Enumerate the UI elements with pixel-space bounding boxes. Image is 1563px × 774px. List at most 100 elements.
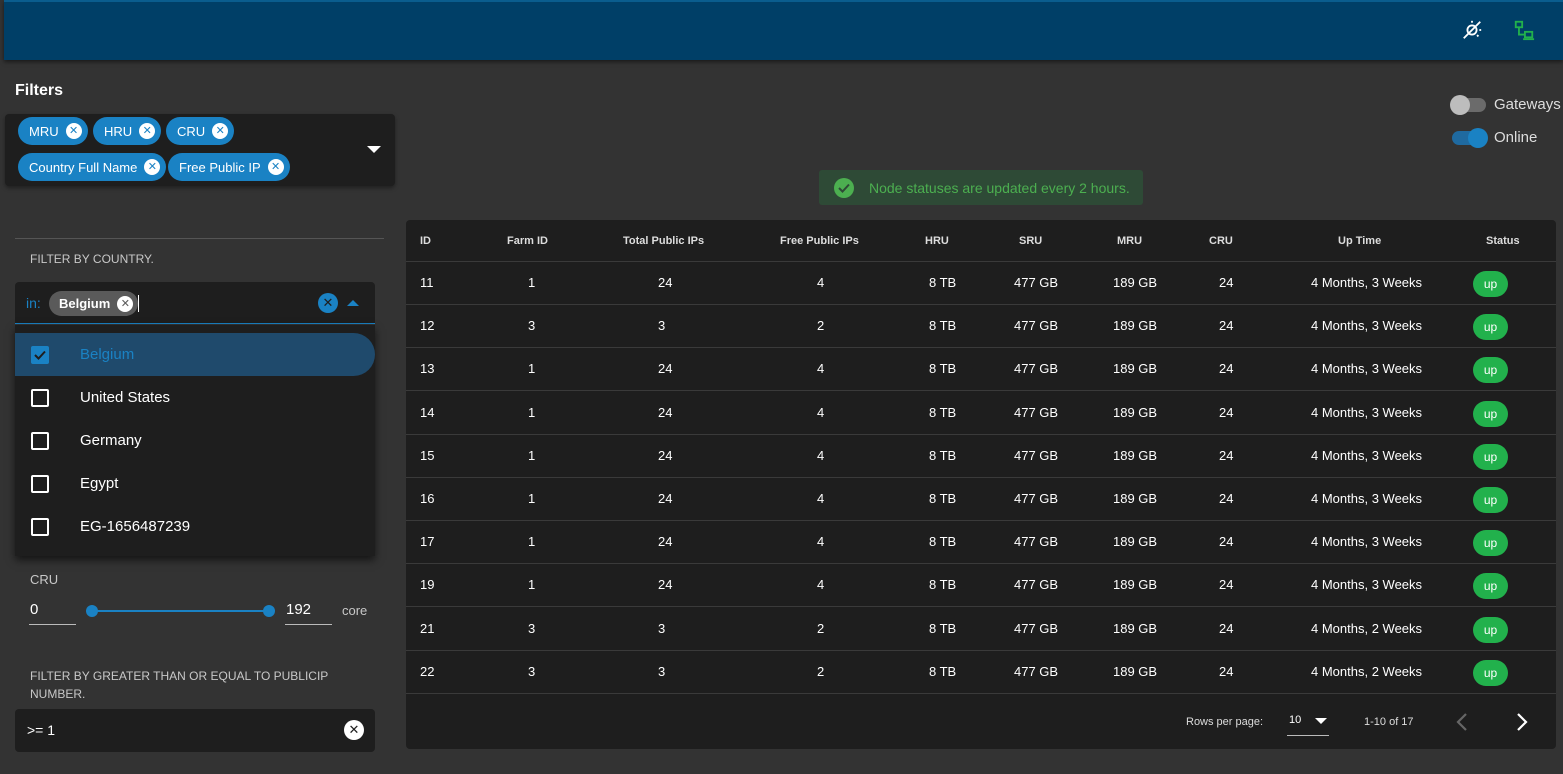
chip-close-icon[interactable]: ✕ [139, 123, 156, 139]
chip-close-icon[interactable]: ✕ [212, 123, 229, 139]
col-header-farm-id[interactable]: Farm ID [507, 235, 548, 247]
filter-chip-cru[interactable]: CRU ✕ [166, 117, 235, 145]
theme-toggle-icon[interactable] [1460, 18, 1484, 42]
network-icon[interactable] [1512, 18, 1536, 42]
chip-close-icon[interactable]: ✕ [144, 159, 161, 175]
cell-total-public-ips: 24 [658, 447, 673, 463]
table-row[interactable]: 11 1 24 4 8 TB 477 GB 189 GB 24 4 Months, 3 Week… [406, 262, 1556, 305]
col-header-free-public-ips[interactable]: Free Public IPs [780, 235, 859, 247]
table-row[interactable]: 16 1 24 4 8 TB 477 GB 189 GB 24 4 Months, 3 Week… [406, 478, 1556, 521]
country-select[interactable]: in: Belgium ✕ ✕ [15, 282, 375, 324]
chip-label: CRU [177, 123, 206, 139]
chevron-up-icon[interactable] [347, 300, 359, 306]
cell-free-public-ips: 4 [817, 447, 825, 463]
country-dropdown: Belgium United States Germany Egypt EG-1… [15, 325, 375, 556]
checkbox-icon[interactable] [31, 517, 49, 536]
online-toggle[interactable]: Online [1452, 127, 1537, 148]
col-header-mru[interactable]: MRU [1117, 235, 1143, 247]
cru-slider-max-handle[interactable] [263, 605, 275, 617]
col-header-id[interactable]: ID [420, 235, 431, 247]
col-header-total-public-ips[interactable]: Total Public IPs [623, 235, 705, 247]
option-label: Germany [80, 432, 142, 449]
filter-chip-country[interactable]: Country Full Name ✕ [18, 153, 167, 181]
filter-chip-free-public-ip[interactable]: Free Public IP ✕ [168, 153, 290, 181]
cell-id: 15 [420, 447, 435, 463]
cell-mru: 189 GB [1113, 663, 1158, 679]
cell-sru: 477 GB [1014, 491, 1059, 506]
col-header-sru[interactable]: SRU [1019, 235, 1043, 247]
col-header-status[interactable]: Status [1486, 235, 1520, 247]
checkbox-icon[interactable] [31, 388, 49, 407]
table-row[interactable]: 19 1 24 4 8 TB 477 GB 189 GB 24 4 Months, 3 Week… [406, 564, 1556, 608]
table-row[interactable]: 13 1 24 4 8 TB 477 GB 189 GB 24 4 Months, 3 Week… [406, 348, 1556, 392]
filter-chip-hru[interactable]: HRU ✕ [93, 117, 162, 145]
publicip-input[interactable]: >= 1 ✕ [15, 709, 375, 752]
cell-cru: 24 [1219, 318, 1234, 334]
chip-label: Free Public IP [179, 159, 261, 175]
cell-hru: 8 TB [929, 404, 957, 420]
filter-chip-mru[interactable]: MRU ✕ [18, 117, 88, 145]
col-header-cru[interactable]: CRU [1209, 235, 1233, 247]
table-row[interactable]: 14 1 24 4 8 TB 477 GB 189 GB 24 4 Months, 3 Week… [406, 392, 1556, 435]
cell-sru: 477 GB [1014, 620, 1059, 636]
country-option-egypt[interactable]: Egypt [15, 462, 375, 505]
cell-sru: 477 GB [1014, 447, 1059, 463]
country-chip-belgium[interactable]: Belgium ✕ [49, 291, 139, 316]
chevron-down-icon[interactable] [1315, 718, 1327, 724]
chip-close-icon[interactable]: ✕ [267, 159, 284, 175]
cru-slider-track[interactable] [91, 610, 269, 612]
cell-hru: 8 TB [929, 620, 957, 636]
table-row[interactable]: 15 1 24 4 8 TB 477 GB 189 GB 24 4 Months, 3 Week… [406, 435, 1556, 478]
prev-page-icon[interactable] [1450, 710, 1474, 734]
filter-selector[interactable]: MRU ✕ HRU ✕ CRU ✕ Country Full Name ✕ Fr… [5, 114, 395, 186]
cru-max-input[interactable]: 192 [285, 599, 332, 625]
table-row[interactable]: 21 3 3 2 8 TB 477 GB 189 GB 24 4 Months, 2 Weeks… [406, 608, 1556, 651]
cell-hru: 8 TB [929, 663, 957, 679]
country-option-eg[interactable]: EG-1656487239 [15, 505, 375, 548]
divider [15, 238, 384, 239]
table-row[interactable]: 17 1 24 4 8 TB 477 GB 189 GB 24 4 Months, 3 Week… [406, 521, 1556, 565]
cell-total-public-ips: 24 [658, 577, 673, 593]
clear-icon[interactable]: ✕ [344, 720, 364, 740]
cell-id: 14 [420, 404, 435, 420]
cell-free-public-ips: 4 [817, 491, 825, 506]
chevron-down-icon[interactable] [367, 146, 381, 153]
switch-track[interactable] [1452, 127, 1488, 148]
cell-sru: 477 GB [1014, 534, 1059, 550]
checkbox-icon[interactable] [31, 474, 49, 493]
table-header: ID Farm ID Total Public IPs Free Public … [406, 220, 1556, 262]
gateways-label: Gateways [1494, 96, 1561, 113]
next-page-icon[interactable] [1510, 710, 1534, 734]
table-row[interactable]: 12 3 3 2 8 TB 477 GB 189 GB 24 4 Months, 3 Weeks… [406, 305, 1556, 349]
cru-min-input[interactable]: 0 [29, 599, 76, 625]
publicip-filter-label: FILTER BY GREATER THAN OR EQUAL TO PUBLI… [30, 669, 329, 701]
col-header-hru[interactable]: HRU [925, 235, 949, 247]
chip-label: Belgium [59, 296, 111, 311]
clear-icon[interactable]: ✕ [318, 293, 338, 313]
cell-sru: 477 GB [1014, 361, 1059, 377]
cell-cru: 24 [1219, 620, 1234, 636]
table-row[interactable]: 22 3 3 2 8 TB 477 GB 189 GB 24 4 Months, 2 Weeks… [406, 651, 1556, 694]
cell-hru: 8 TB [929, 577, 957, 593]
chip-close-icon[interactable]: ✕ [117, 295, 134, 312]
col-header-uptime[interactable]: Up Time [1338, 235, 1382, 247]
cell-free-public-ips: 4 [817, 577, 825, 593]
cell-cru: 24 [1219, 404, 1234, 420]
switch-track[interactable] [1450, 94, 1486, 115]
option-label: EG-1656487239 [80, 518, 191, 535]
checkbox-checked-icon[interactable] [31, 345, 49, 364]
country-option-united-states[interactable]: United States [15, 376, 375, 419]
gateways-toggle[interactable]: Gateways [1450, 94, 1561, 115]
cell-free-public-ips: 4 [817, 361, 825, 377]
cell-cru: 24 [1219, 534, 1234, 550]
checkbox-icon[interactable] [31, 431, 49, 450]
country-option-germany[interactable]: Germany [15, 419, 375, 462]
country-option-belgium[interactable]: Belgium [15, 333, 375, 376]
country-prefix: in: [26, 295, 41, 311]
status-badge: up [1473, 616, 1508, 643]
cru-slider-min-handle[interactable] [86, 605, 98, 617]
rows-per-page-select[interactable]: 10 [1287, 714, 1329, 736]
rows-per-page-label: Rows per page: [1186, 716, 1264, 728]
cell-sru: 477 GB [1014, 404, 1059, 420]
chip-close-icon[interactable]: ✕ [65, 123, 82, 139]
